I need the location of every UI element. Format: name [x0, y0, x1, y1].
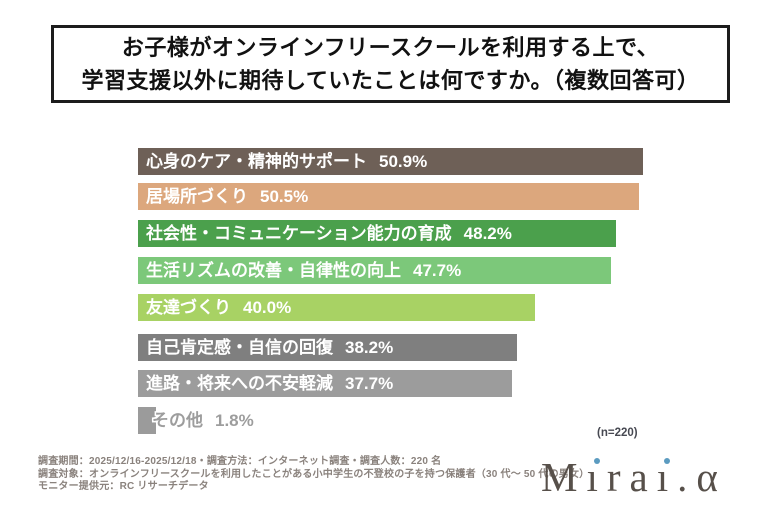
bar-mental-care: 心身のケア・精神的サポート 50.9% [138, 148, 643, 175]
bar-value: 1.8% [215, 411, 254, 430]
bar-value: 48.2% [463, 224, 512, 243]
bar-row-place-to-belong: 居場所づくり 50.5% [138, 183, 639, 210]
bar-row-making-friends: 友達づくり 40.0% [138, 294, 535, 321]
bar-social-skills: 社会性・コミュニケーション能力の育成 48.2% [138, 220, 616, 247]
title-line-2: 学習支援以外に期待していたことは何ですか。（複数回答可） [81, 68, 700, 93]
bar-row-life-rhythm: 生活リズムの改善・自律性の向上 47.7% [138, 257, 611, 284]
bar-value: 40.0% [243, 298, 292, 317]
bar-life-rhythm: 生活リズムの改善・自律性の向上 47.7% [138, 257, 611, 284]
sample-size-note: (n=220) [597, 427, 638, 439]
logo-i-dot [593, 458, 600, 464]
footnote-line-1: 調査期間：2025/12/16-2025/12/18・調査方法：インターネット調… [38, 456, 442, 467]
bar-row-self-esteem: 自己肯定感・自信の回復 38.2% [138, 334, 517, 361]
footnote-line-2: 調査対象：オンラインフリースクールを利用したことがある小中学生の不登校の子を持つ… [38, 468, 590, 480]
bar-label: 自己肯定感・自信の回復 [146, 338, 333, 357]
survey-question-title: お子様がオンラインフリースクールを利用する上で、 学習支援以外に期待していたこと… [51, 25, 730, 103]
title-line-1: お子様がオンラインフリースクールを利用する上で、 [121, 35, 660, 60]
bar-value: 37.7% [345, 374, 394, 393]
bar-label: 友達づくり [146, 298, 231, 317]
bar-other [138, 407, 156, 434]
bar-row-mental-care: 心身のケア・精神的サポート 50.9% [138, 148, 643, 175]
bar-label: 社会性・コミュニケーション能力の育成 [146, 224, 452, 243]
bar-label: 居場所づくり [146, 187, 248, 206]
bar-other-outside-text: その他 1.8% [144, 407, 254, 434]
bar-self-esteem: 自己肯定感・自信の回復 38.2% [138, 334, 517, 361]
bar-value: 47.7% [413, 261, 462, 280]
survey-methodology-footnote: 調査期間：2025/12/16-2025/12/18・調査方法：インターネット調… [38, 456, 589, 494]
bar-label: 生活リズムの改善・自律性の向上 [146, 261, 401, 280]
bar-label: その他 [152, 411, 203, 430]
bar-row-other: その他 1.8% [138, 407, 254, 434]
bar-making-friends: 友達づくり 40.0% [138, 294, 535, 321]
bar-future-anxiety: 進路・将来への不安軽減 37.7% [138, 370, 512, 397]
bar-label: 心身のケア・精神的サポート [146, 152, 367, 171]
logo-i-dot [663, 458, 670, 464]
bar-value: 50.5% [260, 187, 309, 206]
bar-row-future-anxiety: 進路・将来への不安軽減 37.7% [138, 370, 512, 397]
bar-label: 進路・将来への不安軽減 [146, 374, 333, 393]
bar-row-social-skills: 社会性・コミュニケーション能力の育成 48.2% [138, 220, 616, 247]
bar-value: 38.2% [345, 338, 394, 357]
bar-value: 50.9% [379, 152, 428, 171]
mirai-alpha-logo: Mı raı .α [541, 454, 727, 500]
bar-place-to-belong: 居場所づくり 50.5% [138, 183, 639, 210]
footnote-line-3: モニター提供元：RC リサーチデータ [38, 481, 209, 492]
